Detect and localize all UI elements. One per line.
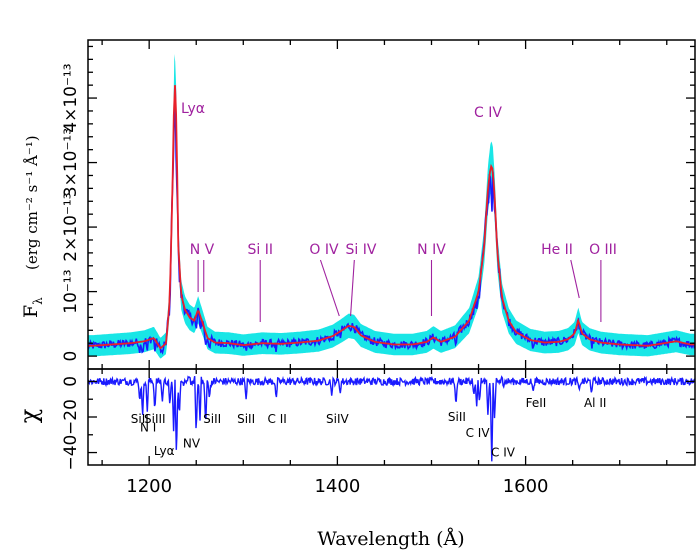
residual-axis-title: χ (15, 408, 43, 423)
y-tick-label-bot-0: 0 (61, 376, 81, 387)
absorption-label-5: SiII (203, 412, 221, 426)
flux-axis-units: (erg cm⁻² s⁻¹ Å⁻¹) (23, 135, 41, 270)
flux-data-layer (88, 54, 695, 359)
flux-model-series (88, 85, 695, 350)
x-axis-title: Wavelength (Å) (317, 528, 464, 550)
x-tick-label-1400: 1400 (314, 476, 360, 497)
flux-panel-frame (87, 39, 696, 370)
label-civ: C IV (474, 105, 502, 121)
svg-text:Fλ: Fλ (20, 297, 45, 318)
absorption-label-4: NV (183, 437, 201, 451)
flux-data-series (88, 88, 695, 355)
absorption-label-6: SiII (237, 412, 255, 426)
flux-panel: Lyα N V Si II O IV Si IV N IV C IV He II O III (88, 54, 695, 359)
axes-layer: 1200 1400 1600 0 10⁻¹³ 2×10⁻¹³3×10⁻¹³4×10⁻¹³ 0… (61, 40, 695, 497)
y-tick-label-top-0: 0 (61, 351, 81, 362)
absorption-label-3: Lyα (154, 444, 175, 458)
absorption-label-7: C II (268, 412, 287, 426)
absorption-label-12: FeII (526, 396, 547, 410)
x-tick-label-1200: 1200 (126, 476, 172, 497)
y-tick-label-bot--40: −40 (61, 435, 81, 471)
y-tick-label-bot--20: −20 (61, 399, 81, 435)
absorption-label-1: SiIII (144, 412, 166, 426)
absorption-label-11: C IV (491, 446, 516, 460)
flux-axis-subscript: λ (31, 297, 45, 305)
y-tick-label-top-2: 2×10⁻¹³ (61, 192, 81, 261)
label-lya: Lyα (181, 101, 205, 117)
absorption-label-9: SiII (448, 410, 466, 424)
residual-series (88, 375, 695, 462)
label-heii-tick-0 (570, 259, 580, 299)
y-tick-label-top-1: 10⁻¹³ (61, 269, 81, 313)
residual-data-layer (88, 375, 695, 462)
label-siii: Si II (247, 242, 272, 258)
flux-axis-symbol: F (20, 305, 42, 318)
absorption-label-10: C IV (466, 426, 491, 440)
absorption-label-8: SiIV (326, 412, 349, 426)
flux-axis-title: Fλ (erg cm⁻² s⁻¹ Å⁻¹) (20, 135, 45, 318)
label-nv: N V (190, 242, 215, 258)
absorption-label-0: SiII (131, 412, 149, 426)
label-siiv: Si IV (346, 242, 377, 258)
y-tick-label-top-4: 4×10⁻¹³ (61, 63, 81, 132)
absorption-label-2: N I (140, 421, 156, 435)
emission-line-annotations: Lyα N V Si II O IV Si IV N IV C IV He II O III (181, 101, 617, 322)
absorption-label-13: Al II (584, 396, 606, 410)
flux-error-band (88, 54, 695, 359)
y-tick-label-top-3: 3×10⁻¹³ (61, 128, 81, 197)
label-heii: He II (541, 242, 573, 258)
label-oiv-tick-0 (319, 259, 340, 317)
label-siiv-tick-0 (350, 259, 355, 317)
label-niv: N IV (417, 242, 446, 258)
x-tick-label-1600: 1600 (503, 476, 549, 497)
label-oiii: O III (589, 242, 617, 258)
label-oiv: O IV (309, 242, 339, 258)
